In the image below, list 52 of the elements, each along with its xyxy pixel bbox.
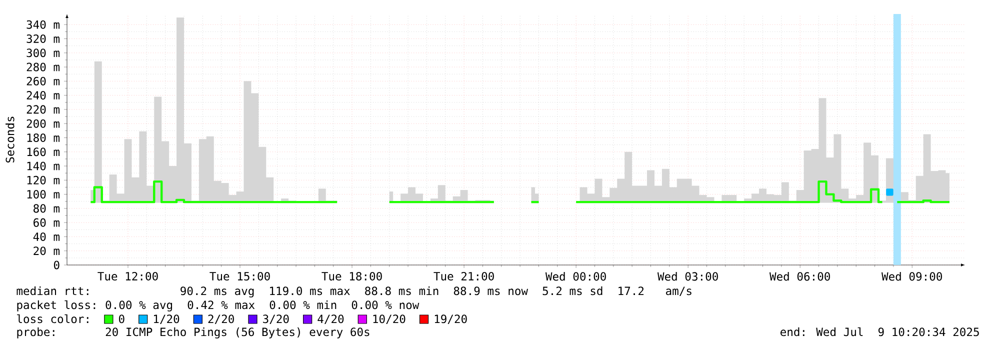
x-tick-label: Tue 15:00	[210, 272, 270, 281]
y-tick-label: 320 m	[26, 34, 60, 44]
text: 0.00 % min	[270, 300, 336, 310]
text: 17.2	[618, 286, 644, 295]
x-tick-label: Wed 06:00	[769, 272, 830, 281]
text: 0.00 % now	[352, 300, 420, 310]
y-tick-label: 80 m	[34, 204, 60, 213]
text: am/s	[666, 286, 692, 296]
text: median rtt:	[16, 286, 88, 296]
y-tick-label: 200 m	[26, 119, 60, 128]
x-tick-label: Wed 09:00	[882, 272, 942, 281]
x-tick-label: Wed 03:00	[657, 272, 718, 281]
text: packet loss:	[17, 300, 96, 312]
y-tick-label: 340 m	[26, 20, 60, 29]
y-tick-label: 60 m	[34, 218, 60, 227]
legend-label: 4/20	[318, 314, 344, 324]
y-tick-label: 240 m	[26, 91, 60, 100]
y-tick-label: 220 m	[26, 105, 60, 114]
x-tick-label: Tue 21:00	[434, 272, 494, 281]
text: 88.8 ms min	[365, 286, 438, 296]
text: end: Wed Jul	[780, 327, 863, 336]
x-tick-label: Tue 18:00	[322, 272, 382, 281]
text: 9 10:20:34 2025	[878, 328, 979, 336]
text: 88.9 ms now	[454, 286, 528, 296]
y-tick-label: 100 m	[27, 190, 60, 199]
y-tick-label: 0	[54, 260, 60, 270]
y-tick-label: 280 m	[26, 62, 60, 72]
legend-label: 1/20	[154, 314, 180, 324]
x-tick-label: Wed 00:00	[545, 272, 606, 281]
legend-label: 10/20	[373, 314, 406, 324]
y-axis-title: Seconds	[6, 116, 14, 163]
y-tick-label: 180 m	[27, 133, 60, 142]
y-tick-label: 160 m	[27, 148, 60, 156]
y-tick-label: 40 m	[33, 232, 60, 241]
text: 0.00 % avg	[106, 300, 172, 312]
legend-label: 2/20	[208, 314, 234, 324]
text: probe:	[17, 327, 54, 338]
y-tick-label: 120 m	[27, 176, 60, 184]
y-tick-label: 300 m	[26, 48, 60, 58]
text: 0.42 % max	[188, 300, 255, 310]
text: 5.2 ms sd	[542, 286, 602, 296]
text: 20 ICMP Echo Pings (56 Bytes) every 60s	[106, 327, 370, 338]
x-tick-label: Tue 12:00	[98, 272, 158, 281]
y-tick-label: 140 m	[27, 162, 60, 170]
text: 119.0 ms max	[270, 286, 350, 296]
legend-label: 0	[118, 314, 124, 324]
text: 90.2 ms avg	[180, 286, 254, 298]
legend-title: loss color:	[17, 314, 88, 324]
y-tick-label: 20 m	[34, 246, 60, 256]
legend-label: 3/20	[263, 314, 289, 324]
y-tick-label: 260 m	[26, 76, 60, 86]
legend-label: 19/20	[434, 314, 467, 324]
